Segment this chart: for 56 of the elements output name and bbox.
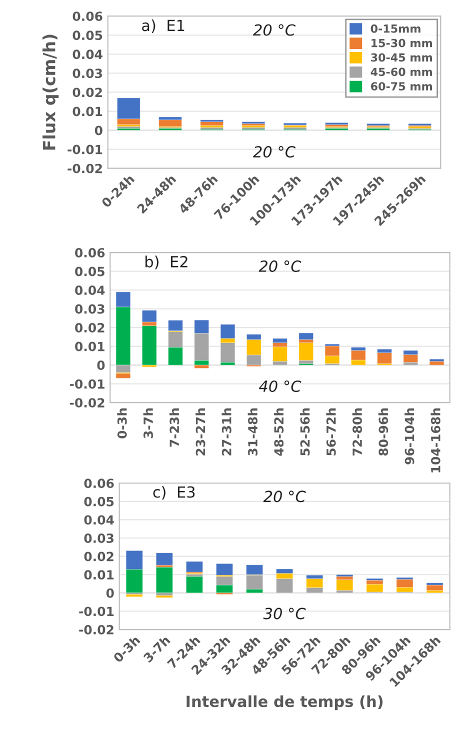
annotation: 40 °C bbox=[258, 380, 302, 392]
x-tick-label: 0-3h bbox=[117, 408, 127, 438]
y-tick-label: -0.02 bbox=[70, 398, 104, 408]
legend-label: 30-45 mm bbox=[371, 53, 432, 62]
x-axis-title: Intervalle de temps (h) bbox=[186, 695, 383, 710]
x-tick-label: 3-7h bbox=[143, 408, 153, 438]
y-tick-label: 0.01 bbox=[84, 570, 114, 580]
y-tick-label: 0.01 bbox=[72, 106, 102, 116]
y-tick-label: 0.05 bbox=[75, 266, 104, 276]
y-tick-label: 0.02 bbox=[75, 323, 104, 332]
x-tick-label: 48-52h bbox=[274, 408, 284, 456]
y-tick-label: 0.02 bbox=[84, 552, 114, 562]
annotation: 20 °C bbox=[258, 260, 302, 272]
y-tick-label: 0.01 bbox=[75, 342, 104, 352]
x-tick-label: 23-27h bbox=[196, 408, 206, 456]
x-tick-label: 7-23h bbox=[169, 408, 180, 447]
annotation: 20 °C bbox=[253, 146, 296, 158]
y-tick-label: 0.02 bbox=[72, 88, 102, 98]
legend-label: 0-15mm bbox=[370, 24, 420, 33]
y-tick-label: 0.05 bbox=[84, 496, 114, 506]
x-tick-label: 72-80h bbox=[352, 408, 362, 456]
legend-label: 15-30 mm bbox=[372, 38, 432, 48]
y-tick-label: -0.01 bbox=[79, 606, 114, 616]
y-tick-label: 0.04 bbox=[84, 515, 114, 525]
x-tick-label: 96-104h bbox=[404, 408, 414, 464]
y-tick-label: -0.01 bbox=[70, 379, 104, 389]
y-tick-label: 0 bbox=[97, 360, 105, 370]
x-tick-label: 104-168h bbox=[430, 408, 440, 472]
x-tick-label: 56-72h bbox=[326, 408, 336, 456]
y-tick-label: 0.05 bbox=[72, 30, 102, 40]
x-tick-label: 52-56h bbox=[300, 408, 310, 456]
y-tick-label: 0.03 bbox=[84, 533, 114, 543]
annotation: 30 °C bbox=[263, 608, 306, 620]
y-tick-label: 0.06 bbox=[84, 478, 114, 488]
legend-label: 45-60 mm bbox=[370, 68, 432, 76]
y-tick-label: 0.03 bbox=[72, 68, 102, 78]
annotation: c) E3 bbox=[153, 486, 195, 500]
y-tick-label: 0.04 bbox=[75, 286, 105, 295]
x-tick-label: 27-31h bbox=[222, 408, 232, 456]
legend-label: 60-75 mm bbox=[370, 82, 432, 91]
x-tick-label: 80-96h bbox=[378, 408, 388, 456]
y-tick-label: -0.01 bbox=[68, 144, 102, 154]
y-tick-label: 0.06 bbox=[75, 248, 105, 258]
annotation: 20 °C bbox=[253, 24, 296, 36]
x-tick-label: 31-48h bbox=[248, 408, 258, 456]
y-tick-label: 0.03 bbox=[75, 304, 104, 314]
y-tick-label: 0.06 bbox=[72, 12, 102, 22]
y-tick-label: 0 bbox=[94, 126, 102, 136]
annotation: 20 °C bbox=[263, 490, 306, 502]
y-tick-label: -0.02 bbox=[79, 624, 114, 634]
y-axis-title: Flux q(cm/h) bbox=[42, 34, 59, 150]
y-tick-label: 0 bbox=[106, 588, 114, 598]
y-tick-label: -0.02 bbox=[68, 164, 102, 174]
annotation: b) E2 bbox=[146, 256, 188, 270]
annotation: a) E1 bbox=[142, 19, 184, 33]
y-tick-label: 0.04 bbox=[72, 50, 102, 60]
